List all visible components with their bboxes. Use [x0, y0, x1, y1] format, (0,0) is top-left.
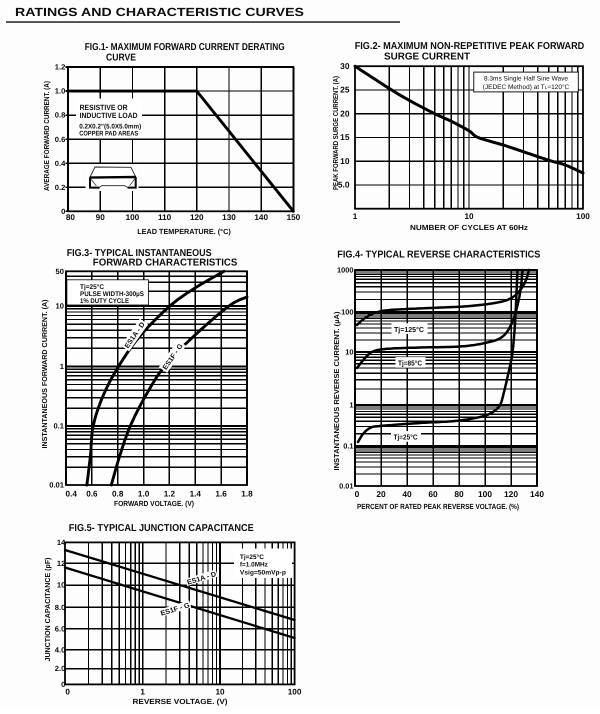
svg-text:Tj=125°C: Tj=125°C — [394, 325, 424, 334]
svg-text:0: 0 — [355, 489, 360, 499]
svg-text:FORWARD VOLTAGE. (V): FORWARD VOLTAGE. (V) — [114, 499, 194, 508]
svg-text:0: 0 — [65, 688, 70, 697]
svg-text:100: 100 — [341, 307, 353, 316]
svg-text:0.4: 0.4 — [66, 490, 78, 499]
svg-text:CURVE: CURVE — [106, 52, 136, 63]
svg-text:0.4: 0.4 — [55, 159, 66, 168]
svg-text:RESISTIVE OR: RESISTIVE OR — [80, 103, 128, 112]
svg-text:20: 20 — [376, 489, 386, 499]
svg-text:10: 10 — [345, 347, 353, 356]
svg-text:10: 10 — [215, 688, 225, 697]
svg-text:1.2: 1.2 — [55, 63, 66, 72]
svg-text:6.0: 6.0 — [55, 624, 66, 633]
svg-text:Tj=85°C: Tj=85°C — [398, 359, 422, 368]
svg-text:2.0: 2.0 — [55, 664, 66, 673]
svg-text:40: 40 — [402, 489, 412, 499]
svg-text:NUMBER OF CYCLES AT 60Hz: NUMBER OF CYCLES AT 60Hz — [410, 223, 528, 232]
svg-text:130: 130 — [222, 213, 236, 222]
svg-text:0.2: 0.2 — [55, 183, 66, 192]
svg-text:12: 12 — [57, 559, 65, 568]
svg-text:60: 60 — [428, 489, 438, 499]
svg-text:100: 100 — [288, 688, 302, 697]
svg-text:1: 1 — [60, 362, 65, 371]
svg-text:10: 10 — [340, 156, 350, 166]
svg-text:10: 10 — [464, 212, 474, 221]
svg-text:PEAK FORWARD SURGE CURRENT. (A: PEAK FORWARD SURGE CURRENT. (A) — [331, 76, 340, 190]
svg-text:120: 120 — [504, 489, 518, 499]
svg-text:100: 100 — [126, 213, 140, 222]
svg-text:Tj=25°C: Tj=25°C — [394, 433, 418, 442]
svg-text:140: 140 — [254, 213, 268, 222]
svg-text:100: 100 — [478, 489, 492, 499]
svg-text:LEAD TEMPERATURE. (°C): LEAD TEMPERATURE. (°C) — [137, 227, 231, 236]
svg-text:PERCENT OF RATED PEAK REVERSE: PERCENT OF RATED PEAK REVERSE VOLTAGE. (… — [357, 502, 519, 511]
svg-text:4.0: 4.0 — [55, 645, 66, 654]
svg-text:FIG.5- TYPICAL JUNCTION CAPACI: FIG.5- TYPICAL JUNCTION CAPACITANCE — [69, 523, 254, 534]
svg-text:1% DUTY CYCLE: 1% DUTY CYCLE — [80, 298, 129, 305]
svg-text:90: 90 — [96, 213, 106, 222]
svg-text:1: 1 — [349, 400, 353, 409]
svg-text:INSTANTANEOUS REVERSE CURRENT.: INSTANTANEOUS REVERSE CURRENT. (µA) — [332, 311, 341, 471]
svg-text:120: 120 — [190, 213, 204, 222]
svg-text:JUNCTION CAPACITANCE (pF): JUNCTION CAPACITANCE (pF) — [43, 557, 52, 662]
svg-text:0.01: 0.01 — [49, 481, 65, 490]
svg-text:Tj=25°C: Tj=25°C — [240, 554, 264, 561]
svg-text:8.0: 8.0 — [55, 603, 66, 612]
svg-text:50: 50 — [56, 267, 64, 276]
svg-text:FIG.4- TYPICAL REVERSE CHARACT: FIG.4- TYPICAL REVERSE CHARACTERISTICS — [337, 250, 540, 261]
svg-text:FORWARD CHARACTERISTICS: FORWARD CHARACTERISTICS — [93, 258, 238, 269]
svg-text:80: 80 — [454, 489, 464, 499]
svg-text:110: 110 — [158, 213, 172, 222]
svg-text:0.6: 0.6 — [55, 135, 66, 144]
svg-text:1.4: 1.4 — [190, 490, 202, 499]
svg-text:FIG.1- MAXIMUM FORWARD CURRENT: FIG.1- MAXIMUM FORWARD CURRENT DERATING — [85, 42, 285, 53]
svg-text:AVERAGE FORWARD CURRENT. (A): AVERAGE FORWARD CURRENT. (A) — [42, 80, 51, 191]
svg-text:0: 0 — [61, 207, 65, 216]
svg-text:RATINGS AND CHARACTERISTIC CUR: RATINGS AND CHARACTERISTIC CURVES — [15, 5, 304, 19]
svg-text:Tj=25°C: Tj=25°C — [80, 284, 104, 291]
svg-text:1.0: 1.0 — [138, 490, 150, 499]
svg-text:20: 20 — [340, 108, 350, 118]
svg-text:150: 150 — [287, 213, 301, 222]
svg-text:140: 140 — [530, 489, 544, 499]
svg-text:FIG.2- MAXIMUM NON-REPETITIVE: FIG.2- MAXIMUM NON-REPETITIVE PEAK FORWA… — [355, 41, 585, 52]
svg-text:1.8: 1.8 — [241, 490, 253, 499]
svg-text:(JEDEC Method) at TL=120°C: (JEDEC Method) at TL=120°C — [483, 84, 570, 91]
svg-text:0.1: 0.1 — [343, 441, 353, 450]
svg-text:1.0: 1.0 — [55, 87, 66, 96]
svg-text:10: 10 — [57, 581, 65, 590]
svg-text:1.2: 1.2 — [164, 490, 176, 499]
svg-text:0.1: 0.1 — [53, 422, 64, 431]
svg-text:COPPER PAD AREAS: COPPER PAD AREAS — [79, 130, 138, 137]
svg-text:Vsig=50mVp-p: Vsig=50mVp-p — [240, 569, 286, 576]
svg-text:1.6: 1.6 — [215, 490, 227, 499]
svg-text:10: 10 — [56, 302, 64, 311]
svg-text:0.6: 0.6 — [86, 490, 98, 499]
svg-text:0.8: 0.8 — [55, 111, 66, 120]
svg-text:0.8: 0.8 — [112, 490, 124, 499]
svg-text:80: 80 — [66, 213, 76, 222]
svg-text:FIG.3- TYPICAL INSTANTANEOUS: FIG.3- TYPICAL INSTANTANEOUS — [67, 248, 212, 259]
svg-text:INDUCTIVE LOAD: INDUCTIVE LOAD — [80, 111, 138, 120]
svg-text:25: 25 — [340, 85, 350, 95]
svg-text:0: 0 — [61, 680, 65, 689]
svg-text:REVERSE VOLTAGE. (V): REVERSE VOLTAGE. (V) — [133, 697, 229, 706]
svg-text:PULSE WIDTH-300µS: PULSE WIDTH-300µS — [80, 291, 144, 298]
svg-text:15: 15 — [340, 132, 350, 142]
svg-text:14: 14 — [57, 538, 66, 547]
svg-text:SURGE CURRENT: SURGE CURRENT — [384, 51, 470, 62]
svg-text:100: 100 — [576, 212, 590, 221]
svg-text:0.01: 0.01 — [339, 481, 353, 490]
svg-text:INSTANTANEOUS FORWARD CURRENT.: INSTANTANEOUS FORWARD CURRENT. (A) — [40, 299, 49, 449]
svg-text:0.2X0.2"(5.0X5.0mm): 0.2X0.2"(5.0X5.0mm) — [79, 123, 141, 130]
svg-text:30: 30 — [340, 61, 350, 71]
svg-text:1: 1 — [353, 212, 358, 221]
svg-text:1: 1 — [140, 688, 145, 697]
svg-text:f=1.0MHz: f=1.0MHz — [240, 562, 269, 569]
svg-text:8.3ms Single Half Sine Wave: 8.3ms Single Half Sine Wave — [484, 76, 568, 83]
svg-text:5.0: 5.0 — [338, 180, 350, 190]
svg-text:1000: 1000 — [337, 265, 353, 274]
